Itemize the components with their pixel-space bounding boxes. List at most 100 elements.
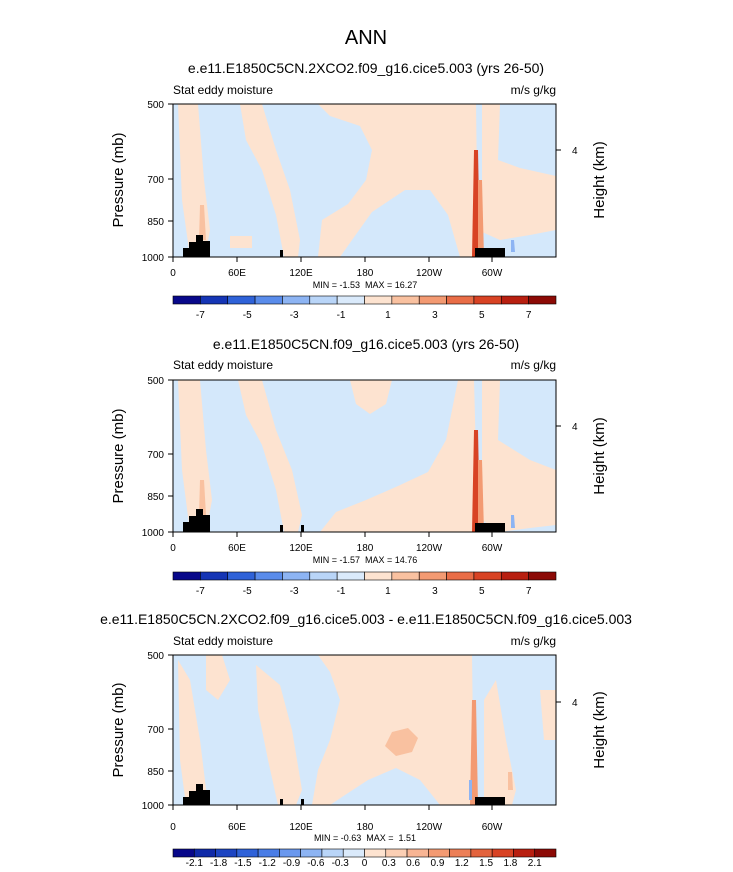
colorbar-swatch [391,295,420,305]
panel-3-colorbar: -2.1 -1.8 -1.5 -1.2 -0.9 -0.6 -0.3 0 0.3 0.6 0.9 1.… [172,848,557,869]
panel-2-ylabel: Pressure (mb) [110,408,127,503]
colorbar-swatch [342,848,365,858]
panel-3-ylabel: Pressure (mb) [110,682,127,777]
panel-1-field [172,103,557,258]
panel-1-title: e.e11.E1850C5CN.2XCO2.f09_g16.cice5.003 … [188,60,544,76]
colorbar-swatch [364,295,393,305]
panel-1-x-tick-label: 0 [170,268,176,279]
panel-1-y-tick-label: 500 [147,100,164,111]
panel-1-moderate-positive [199,205,206,240]
colorbar-swatch [309,295,338,305]
panel-2-y-tick-label: 850 [147,492,164,503]
panel-3-negative-region [469,780,472,800]
colorbar-swatch [215,848,238,858]
colorbar-swatch [279,848,301,858]
colorbar-label: 1 [385,310,391,321]
panel-2-x-tick-label: 180 [357,543,374,554]
colorbar-swatch [200,295,229,305]
colorbar-label: 5 [479,586,485,597]
panel-2-topography [183,509,210,532]
colorbar-swatch [172,848,195,858]
panel-1-y-right-tick-label: 4 [572,146,578,157]
colorbar-label: 3 [432,586,438,597]
panel-3-title: e.e11.E1850C5CN.2XCO2.f09_g16.cice5.003 … [100,611,632,627]
panel-2-x-tick-label: 0 [170,543,176,554]
colorbar-swatch [172,295,201,305]
colorbar-swatch [446,571,475,581]
panel-2-stats: MIN = -1.57 MAX = 14.76 [313,555,418,565]
colorbar-swatch [321,848,344,858]
panel-2-y-tick-label: 500 [147,376,164,387]
panel-1-right-label: m/s g/kg [511,83,556,97]
panel-2-y-right-tick-label: 4 [572,422,578,433]
panel-2-y-tick-label: 1000 [142,528,165,539]
colorbar-label: -1 [337,310,346,321]
panel-3-positive-region [312,655,474,805]
panel-2-ylabel-right: Height (km) [591,417,608,495]
panel-2-x-tick-label: 120W [416,543,443,554]
colorbar-label: -7 [196,586,205,597]
figure-title: ANN [345,27,387,49]
colorbar-label: 1.2 [455,858,469,869]
panel-1-topography [280,250,283,257]
panel-1: e.e11.E1850C5CN.2XCO2.f09_g16.cice5.003 … [110,60,608,321]
panel-3: e.e11.E1850C5CN.2XCO2.f09_g16.cice5.003 … [100,611,632,869]
colorbar-label: -2.1 [186,858,204,869]
colorbar-swatch [200,571,229,581]
panel-1-topography [475,248,505,257]
colorbar-label: -0.9 [283,858,301,869]
panel-1-y-tick-label: 850 [147,217,164,228]
panel-1-left-label: Stat eddy moisture [173,83,273,97]
panel-2-topography [475,523,505,532]
panel-3-y-right-tick-label: 4 [572,698,578,709]
colorbar-swatch [254,571,283,581]
panel-3-topography [301,799,304,805]
panel-2-topography [301,525,304,532]
colorbar-label: -0.3 [332,858,350,869]
panel-3-x-tick-label: 120W [416,822,443,833]
panel-2-y-ticks [168,379,561,533]
panel-1-topography [183,235,210,257]
panel-2-negative-region [511,515,515,528]
panel-3-y-tick-label: 500 [147,651,164,662]
panel-2-x-tick-label: 60E [228,543,246,554]
colorbar-swatch [534,848,557,858]
colorbar-swatch [364,571,393,581]
panel-3-positive-region [206,655,230,700]
panel-3-moderate-positive [508,772,513,790]
colorbar-label: 1.5 [479,858,493,869]
panel-1-stats: MIN = -1.53 MAX = 16.27 [313,280,418,290]
panel-1-positive-region [240,104,300,257]
colorbar-swatch [500,571,529,581]
panel-3-y-tick-label: 700 [147,725,164,736]
colorbar-swatch [418,295,447,305]
colorbar-label: -3 [290,586,299,597]
colorbar-swatch [418,571,447,581]
colorbar-swatch [309,571,338,581]
colorbar-swatch [254,295,283,305]
panel-3-x-tick-label: 60E [228,822,246,833]
colorbar-swatch [473,295,502,305]
colorbar-swatch [500,295,529,305]
colorbar-swatch [336,571,365,581]
panel-3-strong-positive [470,700,478,805]
panel-1-positive-region [230,236,252,248]
colorbar-swatch [473,571,502,581]
colorbar-label: -0.6 [307,858,325,869]
panel-3-field [172,654,557,806]
panel-2-topography [280,525,283,532]
colorbar-label: 0.9 [430,858,444,869]
colorbar-label: -5 [243,586,252,597]
panel-2-positive-region [238,380,302,532]
colorbar-label: 5 [479,310,485,321]
panel-2-x-tick-label: 120E [289,543,313,554]
panel-3-y-tick-label: 850 [147,767,164,778]
colorbar-swatch [470,848,493,858]
panel-3-y-ticks [168,654,561,806]
panel-1-colorbar: -7 -5 -3 -1 1 3 5 7 [172,295,557,321]
panel-3-right-label: m/s g/kg [511,634,556,648]
colorbar-swatch [528,571,557,581]
colorbar-swatch [257,848,280,858]
panel-3-topography [475,797,505,805]
